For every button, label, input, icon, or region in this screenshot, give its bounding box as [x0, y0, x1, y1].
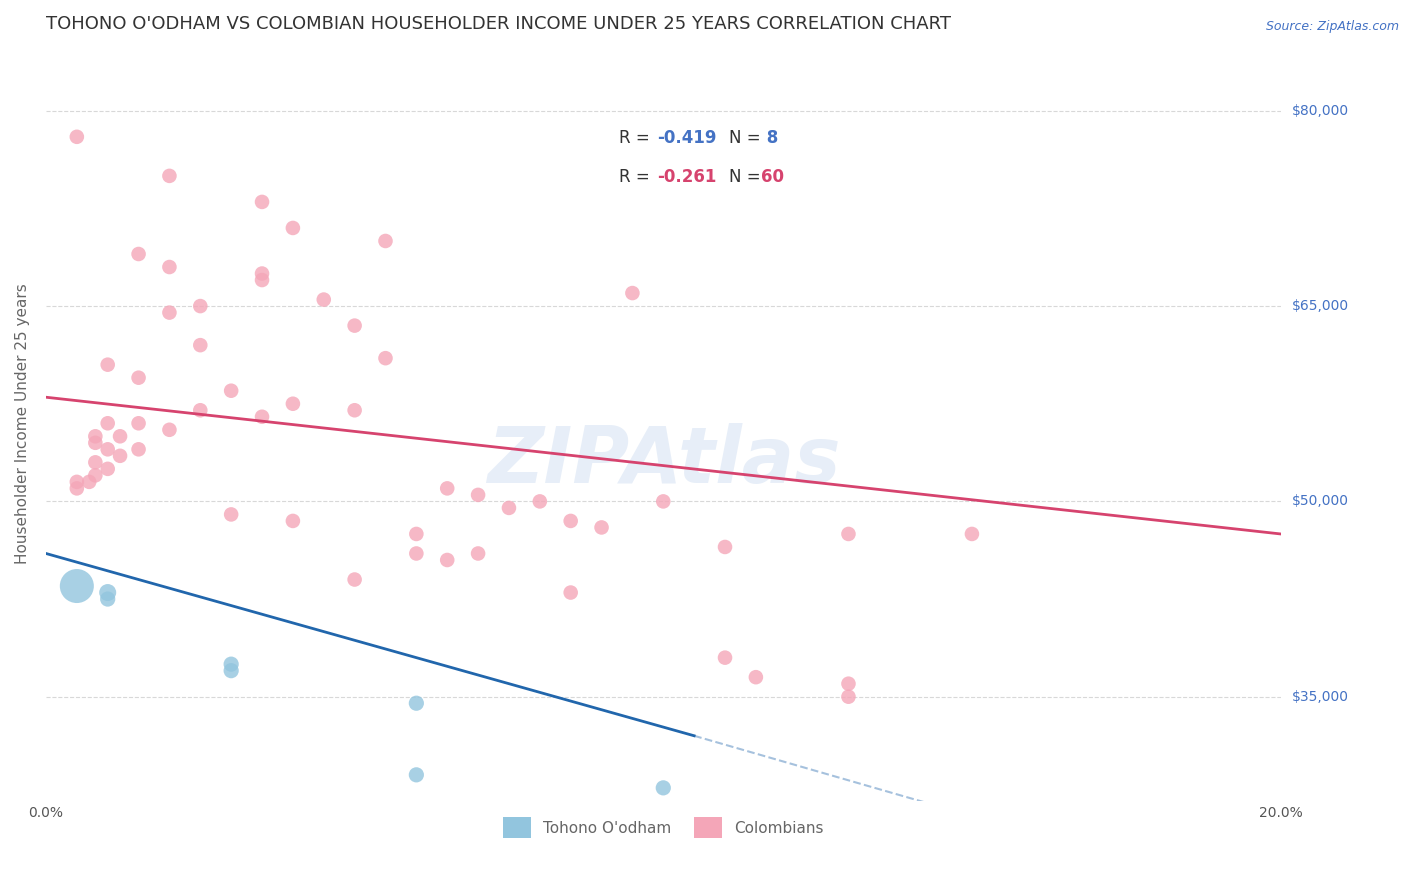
Point [343, 573, 366, 587]
Point [343, 403, 366, 417]
Point [591, 520, 613, 534]
Text: ZIPAtlas: ZIPAtlas [486, 423, 839, 499]
Y-axis label: Householder Income Under 25 years: Householder Income Under 25 years [15, 283, 30, 564]
Point [312, 293, 335, 307]
Point [281, 397, 304, 411]
Point [84, 455, 107, 469]
Point [66, 579, 89, 593]
Text: N =: N = [730, 129, 761, 147]
Point [188, 299, 211, 313]
Point [250, 409, 273, 424]
Point [108, 429, 131, 443]
Point [250, 267, 273, 281]
Point [84, 435, 107, 450]
Text: R =: R = [620, 168, 650, 186]
Point [84, 429, 107, 443]
Point [128, 417, 150, 431]
Point [343, 318, 366, 333]
Point [219, 664, 242, 678]
Point [281, 221, 304, 235]
Point [250, 194, 273, 209]
Point [77, 475, 100, 489]
Point [405, 527, 427, 541]
Point [219, 508, 242, 522]
Point [97, 585, 120, 599]
Point [97, 462, 120, 476]
Point [128, 247, 150, 261]
Point [159, 169, 181, 183]
Point [66, 475, 89, 489]
Point [621, 286, 644, 301]
Point [714, 540, 737, 554]
Text: $35,000: $35,000 [1292, 690, 1348, 704]
Text: $65,000: $65,000 [1292, 299, 1348, 313]
Point [66, 482, 89, 496]
Point [219, 657, 242, 672]
Point [250, 273, 273, 287]
Legend: Tohono O'odham, Colombians: Tohono O'odham, Colombians [495, 809, 831, 847]
Point [405, 696, 427, 710]
Point [159, 305, 181, 319]
Text: $50,000: $50,000 [1292, 494, 1348, 508]
Point [97, 358, 120, 372]
Point [97, 592, 120, 607]
Point [405, 768, 427, 782]
Point [159, 260, 181, 274]
Point [219, 384, 242, 398]
Text: -0.419: -0.419 [658, 129, 717, 147]
Point [97, 417, 120, 431]
Text: TOHONO O'ODHAM VS COLOMBIAN HOUSEHOLDER INCOME UNDER 25 YEARS CORRELATION CHART: TOHONO O'ODHAM VS COLOMBIAN HOUSEHOLDER … [46, 15, 950, 33]
Text: -0.261: -0.261 [658, 168, 717, 186]
Point [97, 442, 120, 457]
Point [837, 676, 859, 690]
Point [837, 527, 859, 541]
Point [374, 234, 396, 248]
Point [374, 351, 396, 366]
Point [405, 546, 427, 560]
Point [159, 423, 181, 437]
Point [84, 468, 107, 483]
Point [498, 500, 520, 515]
Text: N =: N = [730, 168, 761, 186]
Point [529, 494, 551, 508]
Point [436, 553, 458, 567]
Text: R =: R = [620, 129, 650, 147]
Point [652, 780, 675, 795]
Point [467, 488, 489, 502]
Point [128, 370, 150, 384]
Point [188, 403, 211, 417]
Point [560, 585, 582, 599]
Point [66, 129, 89, 144]
Point [188, 338, 211, 352]
Point [745, 670, 768, 684]
Point [108, 449, 131, 463]
Point [837, 690, 859, 704]
Point [960, 527, 983, 541]
Text: Source: ZipAtlas.com: Source: ZipAtlas.com [1265, 20, 1399, 33]
Text: 8: 8 [762, 129, 779, 147]
Point [281, 514, 304, 528]
Point [652, 494, 675, 508]
Point [128, 442, 150, 457]
Point [467, 546, 489, 560]
Text: 60: 60 [762, 168, 785, 186]
Point [436, 482, 458, 496]
Text: $80,000: $80,000 [1292, 103, 1348, 118]
Point [714, 650, 737, 665]
Point [560, 514, 582, 528]
